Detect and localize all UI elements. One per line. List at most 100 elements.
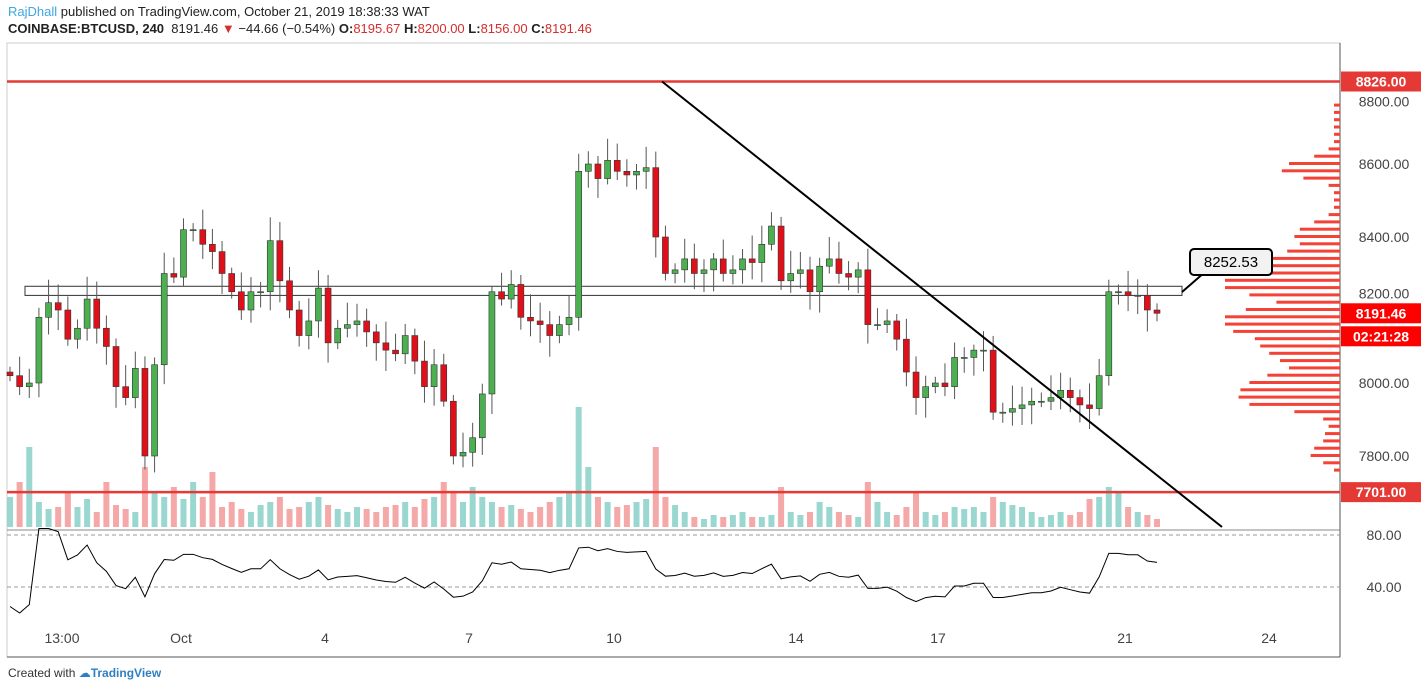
volume-bar	[267, 502, 274, 527]
candle-body	[662, 236, 669, 274]
candle-body	[35, 316, 43, 384]
volume-bar	[951, 507, 958, 527]
volume-bar	[527, 512, 534, 527]
volume-bar	[623, 505, 630, 527]
publish-text: published on TradingView.com, October 21…	[60, 4, 430, 19]
volume-bar	[498, 507, 505, 527]
candle-body	[960, 357, 968, 359]
volume-profile-bar	[1281, 169, 1340, 173]
volume-bar	[373, 512, 380, 527]
candle-body	[546, 324, 554, 336]
volume-bar	[122, 509, 129, 527]
volume-profile-bar	[1267, 373, 1340, 377]
candle-body	[1076, 397, 1084, 406]
volume-bar	[874, 502, 881, 527]
candle-body	[681, 258, 689, 271]
created-with: Created with	[8, 666, 76, 680]
candle-body	[160, 273, 168, 366]
open-value: 8195.67	[353, 21, 401, 36]
volume-bar	[1134, 512, 1141, 527]
volume-bar	[845, 515, 852, 527]
tradingview-brand[interactable]: TradingView	[90, 666, 162, 680]
volume-bar	[932, 515, 939, 527]
price-tick: 8400.00	[1359, 229, 1410, 245]
rsi-line	[9, 528, 1158, 614]
candle-body	[6, 371, 14, 376]
candle-body	[238, 291, 245, 311]
volume-bar	[228, 502, 235, 527]
volume-bar	[479, 497, 486, 527]
volume-bar	[729, 515, 736, 527]
candle-body	[1115, 291, 1122, 294]
author-link[interactable]: RajDhall	[8, 4, 58, 19]
candle-body	[1124, 291, 1132, 296]
volume-bar	[363, 509, 370, 527]
volume-profile-bar	[1225, 315, 1340, 319]
candle-body	[1134, 295, 1142, 297]
candle-body	[286, 280, 293, 311]
candle-body	[845, 273, 852, 278]
volume-profile-bar	[1323, 439, 1340, 443]
candle-body	[430, 364, 438, 387]
volume-profile-bar	[1334, 103, 1340, 107]
level-badge	[1341, 482, 1421, 503]
candle-body	[864, 269, 872, 325]
volume-bar	[296, 507, 303, 527]
candle-body	[103, 327, 110, 347]
candle-body	[536, 320, 544, 325]
volume-bar	[257, 505, 264, 527]
volume-bar	[16, 482, 23, 527]
candle-body	[758, 244, 766, 263]
candle-body	[700, 269, 708, 274]
volume-profile-bar	[1334, 132, 1340, 136]
volume-bar	[662, 497, 669, 527]
candle-body	[912, 371, 920, 398]
volume-profile-bar	[1323, 461, 1340, 465]
candle-body	[565, 316, 573, 325]
candle-body	[787, 273, 795, 282]
candle-body	[276, 240, 284, 282]
close-value: 8191.46	[544, 21, 592, 36]
ohlc-legend: COINBASE:BTCUSD, 240 8191.46 ▼ −44.66 (−…	[8, 21, 592, 36]
volume-bar	[431, 497, 438, 527]
volume-profile-bar	[1299, 227, 1340, 231]
volume-bar	[93, 512, 100, 527]
time-tick: Oct	[170, 630, 192, 646]
volume-bar	[778, 487, 785, 527]
volume-profile-bar	[1225, 264, 1340, 268]
candle-body	[450, 400, 457, 457]
volume-bar	[990, 497, 997, 527]
rsi-tick: 80.00	[1366, 527, 1401, 543]
volume-bar	[508, 505, 515, 527]
volume-bar	[884, 512, 891, 527]
candle-body	[854, 269, 862, 278]
volume-bar	[546, 502, 553, 527]
volume-bar	[517, 509, 524, 527]
candle-body	[353, 320, 361, 325]
volume-bar	[209, 472, 216, 527]
candle-body	[459, 452, 467, 457]
candle-body	[1018, 404, 1026, 409]
last-price-badge	[1341, 303, 1421, 324]
candle-body	[719, 258, 727, 274]
candle-body	[594, 163, 602, 179]
volume-bar	[691, 517, 698, 527]
candle-body	[392, 349, 399, 355]
volume-bar	[672, 505, 679, 527]
candle-body	[777, 225, 785, 282]
volume-profile-bar	[1251, 256, 1340, 260]
volume-bar	[903, 507, 910, 527]
candle-body	[604, 160, 611, 179]
candle-body	[478, 393, 486, 439]
volume-bar	[922, 512, 929, 527]
volume-profile-bar	[1225, 278, 1340, 282]
open-label: O:	[338, 21, 354, 36]
volume-bar	[392, 505, 399, 527]
volume-bar	[402, 502, 409, 527]
volume-bar	[488, 502, 495, 527]
candle-body	[199, 229, 207, 245]
price-tick: 7800.00	[1359, 448, 1410, 464]
volume-profile-bar	[1225, 286, 1340, 290]
price-tick: 8800.00	[1359, 94, 1410, 110]
